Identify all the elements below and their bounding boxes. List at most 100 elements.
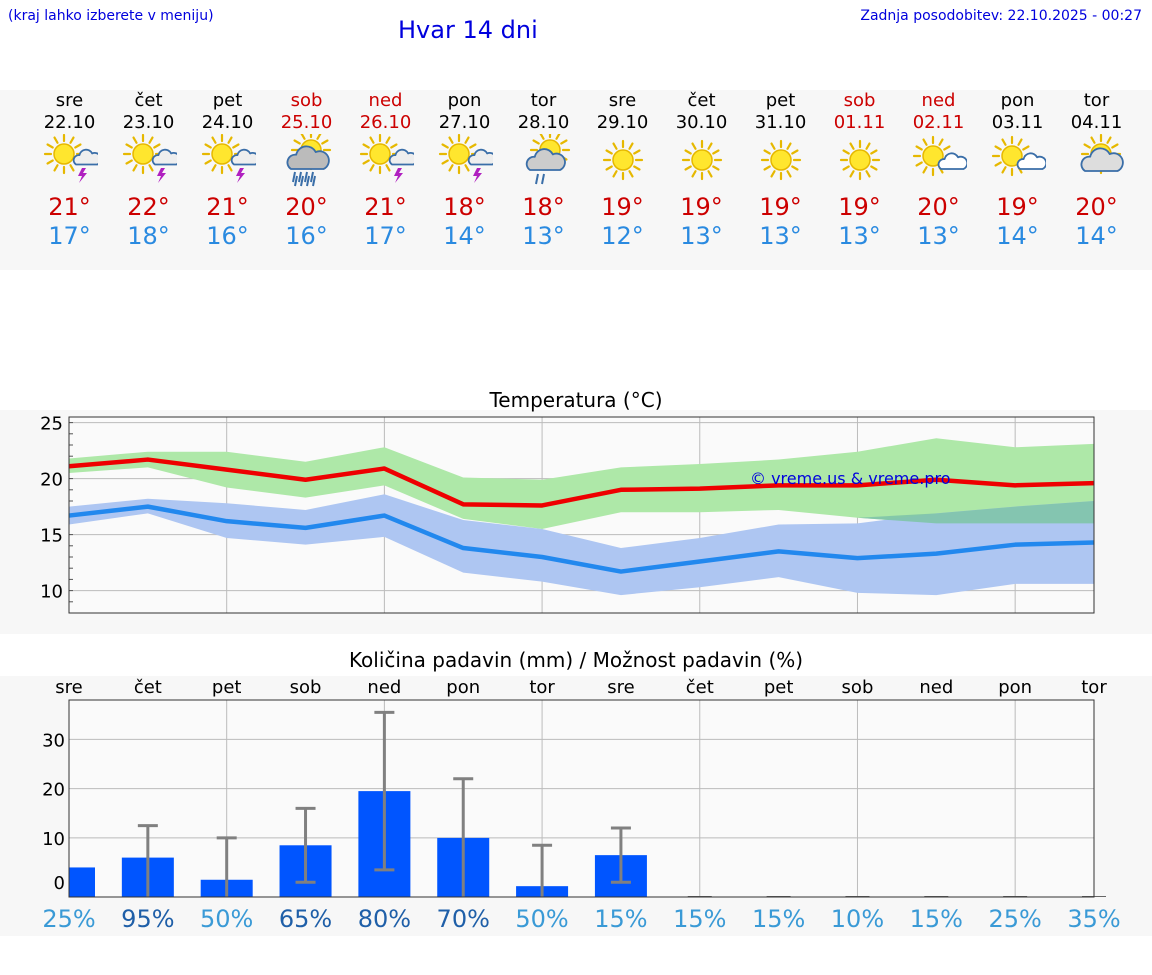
day-column: tor 04.11 20° 14°	[1057, 90, 1136, 250]
y-tick-label: 25	[40, 414, 63, 435]
day-column: ned 26.10 21° 17°	[346, 90, 425, 250]
day-name: pon	[447, 90, 482, 111]
sun-icon	[820, 134, 899, 192]
day-date: 02.11	[912, 112, 965, 133]
temperature-chart-title: Temperatura (°C)	[489, 388, 663, 412]
day-column: tor 28.10 18° 13°	[504, 90, 583, 250]
error-bar	[216, 836, 237, 897]
sun-cloud-thunder-icon	[346, 134, 425, 192]
day-name: tor	[1083, 90, 1110, 111]
precip-probability: 50%	[515, 905, 568, 933]
precip-probability: 15%	[594, 905, 647, 933]
temp-max: 19°	[759, 193, 802, 221]
day-column: sob 25.10 20° 16°	[267, 90, 346, 250]
temp-max: 20°	[917, 193, 960, 221]
y-tick-label: 0	[54, 873, 65, 894]
plot-frame	[68, 416, 1095, 614]
error-bar	[137, 824, 158, 897]
precip-bar	[69, 867, 95, 897]
category-label: ned	[367, 677, 401, 698]
temp-max: 19°	[838, 193, 881, 221]
sun-cloud-thunder-icon	[109, 134, 188, 192]
temp-max: 21°	[206, 193, 249, 221]
watermark: © vreme.us & vreme.pro	[750, 469, 951, 488]
temp-max: 19°	[680, 193, 723, 221]
day-date: 23.10	[122, 112, 175, 133]
last-update: Zadnja posodobitev: 22.10.2025 - 00:27	[860, 8, 1142, 24]
day-column: pon 27.10 18° 14°	[425, 90, 504, 250]
temp-min: 13°	[522, 222, 565, 250]
day-date: 01.11	[833, 112, 886, 133]
y-tick-label: 20	[40, 470, 63, 491]
temp-max: 20°	[285, 193, 328, 221]
day-column: sob 01.11 19° 13°	[820, 90, 899, 250]
sun-cloud-thunder-icon	[425, 134, 504, 192]
category-label: čet	[686, 677, 714, 698]
y-tick-label: 10	[40, 582, 63, 603]
error-bar	[453, 777, 474, 897]
sun-cloud-thunder-icon	[188, 134, 267, 192]
precip-probability: 10%	[831, 905, 884, 933]
category-label: čet	[134, 677, 162, 698]
day-column: čet 30.10 19° 13°	[662, 90, 741, 250]
category-label: sob	[842, 677, 874, 698]
day-date: 03.11	[991, 112, 1044, 133]
day-name: sre	[608, 90, 637, 111]
plot-area	[69, 700, 1094, 897]
page-title: Hvar 14 dni	[398, 16, 538, 44]
temperature-chart: 10 15 20 25 © vreme.us & vreme.pro	[40, 414, 1095, 614]
plot-frame	[68, 699, 1095, 898]
sun-small-cloud-icon	[978, 134, 1057, 192]
day-name: sob	[290, 90, 323, 111]
category-label: pon	[998, 677, 1032, 698]
category-label: pet	[212, 677, 242, 698]
temp-min: 18°	[127, 222, 170, 250]
day-column: sre 29.10 19° 12°	[583, 90, 662, 250]
error-bar	[374, 710, 395, 872]
temp-min: 17°	[364, 222, 407, 250]
precip-probability: 50%	[200, 905, 253, 933]
temp-max: 21°	[364, 193, 407, 221]
temp-min: 16°	[285, 222, 328, 250]
sun-cloud-light-rain-icon	[504, 134, 583, 192]
y-tick-label: 20	[42, 780, 65, 801]
temp-min: 13°	[680, 222, 723, 250]
max-range-band	[69, 438, 1094, 529]
precipitation-chart: sre čet pet sob ned pon tor sre čet pet sob ned pon t…	[42, 677, 1121, 933]
temp-min: 12°	[601, 222, 644, 250]
temp-min: 14°	[1075, 222, 1118, 250]
day-column: pon 03.11 19° 14°	[978, 90, 1057, 250]
temp-max: 20°	[1075, 193, 1118, 221]
sun-cloud-thunder-icon	[30, 134, 109, 192]
temp-min: 16°	[206, 222, 249, 250]
day-name: ned	[368, 90, 403, 111]
day-name: pet	[212, 90, 243, 111]
day-name: sob	[843, 90, 876, 111]
precipitation-chart-title: Količina padavin (mm) / Možnost padavin …	[348, 648, 804, 672]
day-name: tor	[530, 90, 557, 111]
day-date: 24.10	[201, 112, 254, 133]
daily-forecast-strip: sre 22.10 21° 17° čet 23.10 22° 18° pet 24.10 21° 1…	[0, 90, 1152, 270]
category-label: tor	[529, 677, 555, 698]
category-label: pon	[446, 677, 480, 698]
day-column: pet 24.10 21° 16°	[188, 90, 267, 250]
day-name: čet	[134, 90, 163, 111]
temp-max: 18°	[522, 193, 565, 221]
temp-min: 13°	[838, 222, 881, 250]
day-column: pet 31.10 19° 13°	[741, 90, 820, 250]
day-column: sre 22.10 21° 17°	[30, 90, 109, 250]
min-range-band	[69, 494, 1094, 596]
category-label: sob	[290, 677, 322, 698]
sun-icon	[583, 134, 662, 192]
precip-probability: 15%	[673, 905, 726, 933]
category-label: sre	[55, 677, 82, 698]
temp-min: 14°	[443, 222, 486, 250]
day-date: 28.10	[517, 112, 570, 133]
day-date: 04.11	[1070, 112, 1123, 133]
day-date: 25.10	[280, 112, 333, 133]
sun-icon	[662, 134, 741, 192]
temp-min: 13°	[917, 222, 960, 250]
day-name: sre	[55, 90, 84, 111]
precip-probability: 15%	[910, 905, 963, 933]
error-bar	[610, 826, 631, 884]
